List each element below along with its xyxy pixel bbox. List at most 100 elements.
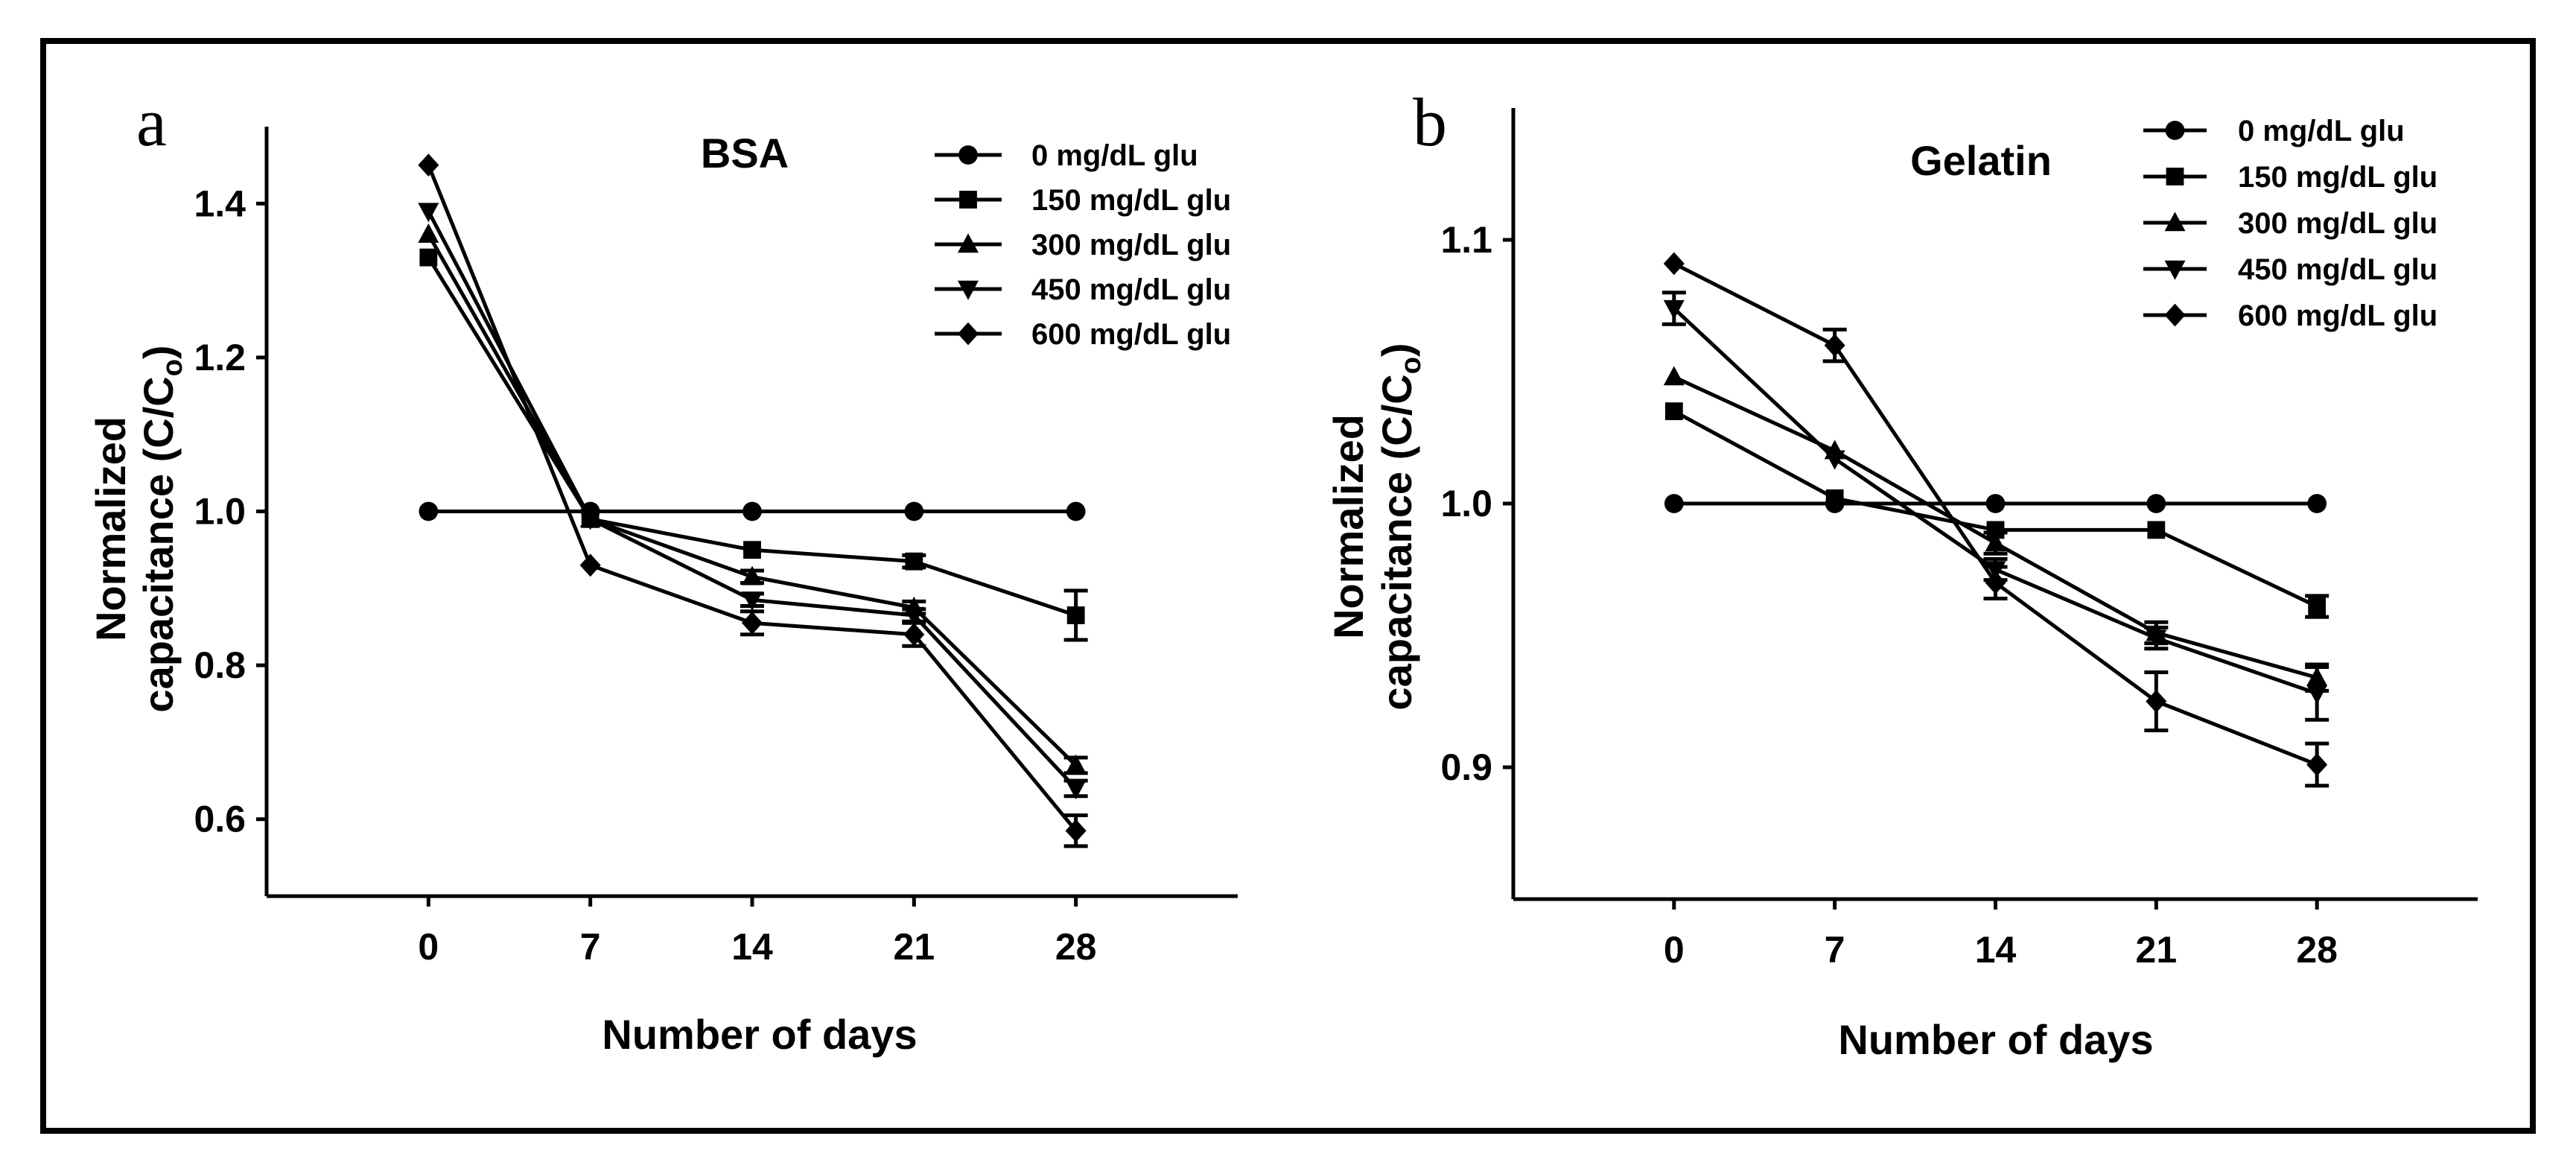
panel-a-title: BSA <box>701 130 789 177</box>
panel-b-plot: 0.9 1.0 1.1 0 7 14 21 28 <box>1440 108 2478 971</box>
panel-a-legend-marker-3 <box>958 280 979 300</box>
panel-a-series-line-3 <box>427 210 1078 790</box>
panel-b-series-line-4 <box>1673 261 2318 767</box>
panel-a-point-3 <box>1065 780 1087 800</box>
panel-b-legend-marker-1 <box>2166 168 2184 185</box>
panel-a-x-tick-label: 14 <box>731 926 773 968</box>
panel-a-point-4 <box>742 611 763 635</box>
panel-b-legend-marker-0 <box>2165 121 2185 140</box>
panel-a-y-axis-title-main: capacitance (C/C <box>135 376 182 712</box>
panel-a-legend-marker-1 <box>959 191 977 209</box>
panel-b-x-tick-label: 21 <box>2136 929 2178 971</box>
panel-b-point-0 <box>2307 494 2327 513</box>
panel-b-y-axis-title: Normalized <box>1325 414 1372 639</box>
panel-a-legend-marker-4 <box>958 322 979 346</box>
panel-b-point-3 <box>2306 685 2328 705</box>
panel-b-legend-label-2: 300 mg/dL glu <box>2238 207 2437 240</box>
panel-b-legend: 0 mg/dL glu 150 mg/dL glu 300 mg/dL glu 450… <box>2143 115 2437 332</box>
figure-frame <box>40 38 2536 1134</box>
panel-a-y-tick-label: 0.8 <box>194 644 246 686</box>
panel-a-point-3 <box>418 203 439 223</box>
panel-a-y-axis-title-2: capacitance (C/Co) <box>135 345 188 712</box>
panel-a-point-0 <box>419 501 439 521</box>
panel-a-point-0 <box>904 501 924 521</box>
panel-a-point-2 <box>418 223 439 243</box>
panel-a-point-4 <box>579 553 601 577</box>
panel-b: b Gelatin Normalized capacitance (C/Co) … <box>1325 84 2478 1063</box>
panel-b-legend-label-1: 150 mg/dL glu <box>2238 161 2437 194</box>
panel-b-x-tick-label: 14 <box>1975 929 2017 971</box>
panel-a-y-tick-label: 1.0 <box>194 491 246 533</box>
panel-b-point-2 <box>1985 532 2006 552</box>
panel-b-point-0 <box>1985 494 2006 513</box>
panel-a-y-tick-label: 0.6 <box>194 799 246 840</box>
panel-b-point-1 <box>1825 489 1844 507</box>
panel-a-x-tick-label: 7 <box>580 926 601 968</box>
panel-a-legend-label-1: 150 mg/dL glu <box>1031 184 1231 217</box>
panel-b-legend-label-3: 450 mg/dL glu <box>2238 253 2437 286</box>
panel-a-point-4 <box>1065 819 1087 843</box>
panel-a-point-1 <box>905 552 923 571</box>
panel-a-series-line-4 <box>427 164 1078 832</box>
panel-b-point-1 <box>2147 521 2166 539</box>
panel-b-point-1 <box>1664 402 1683 420</box>
panel-b-y-axis-title-end: ) <box>1373 343 1420 357</box>
panel-a-point-4 <box>418 153 439 177</box>
panel-a-legend: 0 mg/dL glu 150 mg/dL glu 300 mg/dL glu 450… <box>935 139 1231 351</box>
panel-a-plot: 0.6 0.8 1.0 1.2 1.4 0 7 14 21 28 <box>194 127 1238 968</box>
panel-b-point-4 <box>1663 252 1685 276</box>
panel-b-y-axis-title-line1: Normalized <box>1325 414 1372 639</box>
panel-b-point-3 <box>1824 450 1845 470</box>
panel-a-point-3 <box>903 606 925 626</box>
panel-b-point-3 <box>2146 629 2167 650</box>
panel-b-point-0 <box>2146 494 2166 513</box>
panel-b-y-axis-title-main: capacitance (C/C <box>1373 374 1420 710</box>
panel-a-point-1 <box>1066 606 1085 624</box>
panel-a-letter: a <box>136 84 167 160</box>
panel-b-title: Gelatin <box>1910 137 2052 184</box>
panel-b-legend-marker-4 <box>2164 303 2186 327</box>
panel-a-x-tick-label: 21 <box>894 926 935 968</box>
panel-b-legend-marker-2 <box>2164 212 2186 232</box>
panel-b-x-tick-label: 7 <box>1825 929 1845 971</box>
panel-b-point-1 <box>2308 597 2327 615</box>
panel-a-point-1 <box>743 541 761 559</box>
panel-a-legend-label-2: 300 mg/dL glu <box>1031 229 1231 261</box>
panel-a-point-4 <box>903 623 925 647</box>
panel-b-legend-label-0: 0 mg/dL glu <box>2238 115 2405 147</box>
panel-a-legend-label-0: 0 mg/dL glu <box>1031 139 1198 172</box>
panel-b-point-4 <box>1824 334 1845 357</box>
panel-b-y-axis-title-sub: o <box>1396 357 1427 374</box>
panel-a-point-0 <box>742 501 762 521</box>
panel-a: a BSA Normalized capacitance (C/Co) Numb… <box>87 84 1238 1058</box>
panel-a-legend-label-3: 450 mg/dL glu <box>1031 273 1231 306</box>
panel-a-y-tick-label: 1.4 <box>194 183 246 224</box>
panel-b-legend-label-4: 600 mg/dL glu <box>2238 299 2437 332</box>
panel-a-y-tick-label: 1.2 <box>194 337 246 378</box>
panel-a-legend-marker-0 <box>958 145 978 165</box>
panel-b-x-tick-label: 28 <box>2296 929 2338 971</box>
panel-b-y-tick-label: 0.9 <box>1440 746 1492 788</box>
panel-a-point-2 <box>742 565 763 586</box>
panel-b-point-4 <box>1985 571 2006 594</box>
panel-b-point-3 <box>1663 299 1685 320</box>
panel-a-legend-marker-2 <box>958 233 979 253</box>
panel-a-y-axis-title-sub: o <box>157 359 188 376</box>
panel-b-x-axis-title: Number of days <box>1838 1016 2153 1063</box>
panel-a-x-tick-label: 28 <box>1055 926 1097 968</box>
panel-a-y-axis-title: Normalized <box>87 416 134 641</box>
panel-b-legend-marker-3 <box>2164 260 2186 280</box>
panel-a-point-3 <box>579 510 601 530</box>
panel-a-series-line-1 <box>427 256 1077 618</box>
panel-b-x-tick-label: 0 <box>1664 929 1685 971</box>
panel-a-point-2 <box>1065 754 1087 774</box>
panel-b-point-4 <box>2306 753 2328 776</box>
panel-b-y-tick-label: 1.0 <box>1440 483 1492 524</box>
panel-a-x-tick-label: 0 <box>418 926 439 968</box>
panel-a-point-0 <box>1066 501 1086 521</box>
panel-a-point-3 <box>742 591 763 611</box>
panel-b-point-2 <box>1663 366 1685 386</box>
panel-a-x-axis-title: Number of days <box>602 1011 917 1058</box>
